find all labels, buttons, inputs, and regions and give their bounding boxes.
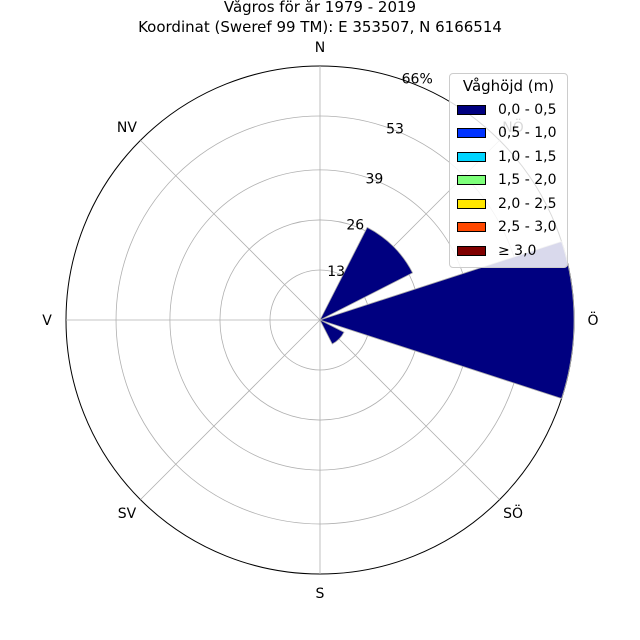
legend-label: ≥ 3,0 <box>498 242 537 259</box>
direction-label: NV <box>117 120 137 136</box>
legend-label: 2,0 - 2,5 <box>498 195 557 212</box>
direction-label: S <box>316 586 325 602</box>
legend-label: 1,0 - 1,5 <box>498 148 557 165</box>
legend-title: Våghöjd (m) <box>462 77 555 95</box>
chart-subtitle: Koordinat (Sweref 99 TM): E 353507, N 61… <box>138 18 502 36</box>
legend: Våghöjd (m) 0,0 - 0,5 0,5 - 1,0 1,0 - 1,5 1… <box>449 73 568 268</box>
bar-NÖ <box>319 226 414 321</box>
spoke-line <box>140 319 321 500</box>
legend-item: 1,0 - 1,5 <box>450 145 567 169</box>
radial-tick-label: 53 <box>386 122 404 138</box>
legend-label: 0,0 - 0,5 <box>498 101 557 118</box>
direction-label: SÖ <box>503 504 523 522</box>
legend-item: 2,5 - 3,0 <box>450 216 567 240</box>
legend-swatch <box>457 128 486 139</box>
legend-swatch <box>457 198 486 209</box>
legend-item: 0,0 - 0,5 <box>450 98 567 122</box>
direction-label: V <box>42 313 52 329</box>
chart-title: Vågros för år 1979 - 2019 <box>223 0 417 16</box>
legend-swatch <box>457 175 486 186</box>
spoke-line <box>319 319 500 500</box>
radial-tick-label: 66% <box>402 71 433 87</box>
direction-label: Ö <box>587 311 598 329</box>
legend-item: 1,5 - 2,0 <box>450 169 567 193</box>
legend-item: ≥ 3,0 <box>450 239 567 263</box>
legend-item: 2,0 - 2,5 <box>450 192 567 216</box>
spoke-line <box>140 140 321 321</box>
radial-tick-label: 26 <box>346 218 364 234</box>
bar-SÖ <box>319 319 345 345</box>
legend-item: 0,5 - 1,0 <box>450 122 567 146</box>
legend-swatch <box>457 104 486 115</box>
legend-swatch <box>457 245 486 256</box>
legend-label: 1,5 - 2,0 <box>498 172 557 189</box>
legend-swatch <box>457 151 486 162</box>
legend-label: 2,5 - 3,0 <box>498 219 557 236</box>
direction-label: N <box>315 40 325 56</box>
direction-label: SV <box>118 506 137 522</box>
radial-tick-label: 39 <box>366 171 384 187</box>
legend-swatch <box>457 222 486 233</box>
legend-label: 0,5 - 1,0 <box>498 125 557 142</box>
radial-tick-label: 13 <box>327 264 345 280</box>
